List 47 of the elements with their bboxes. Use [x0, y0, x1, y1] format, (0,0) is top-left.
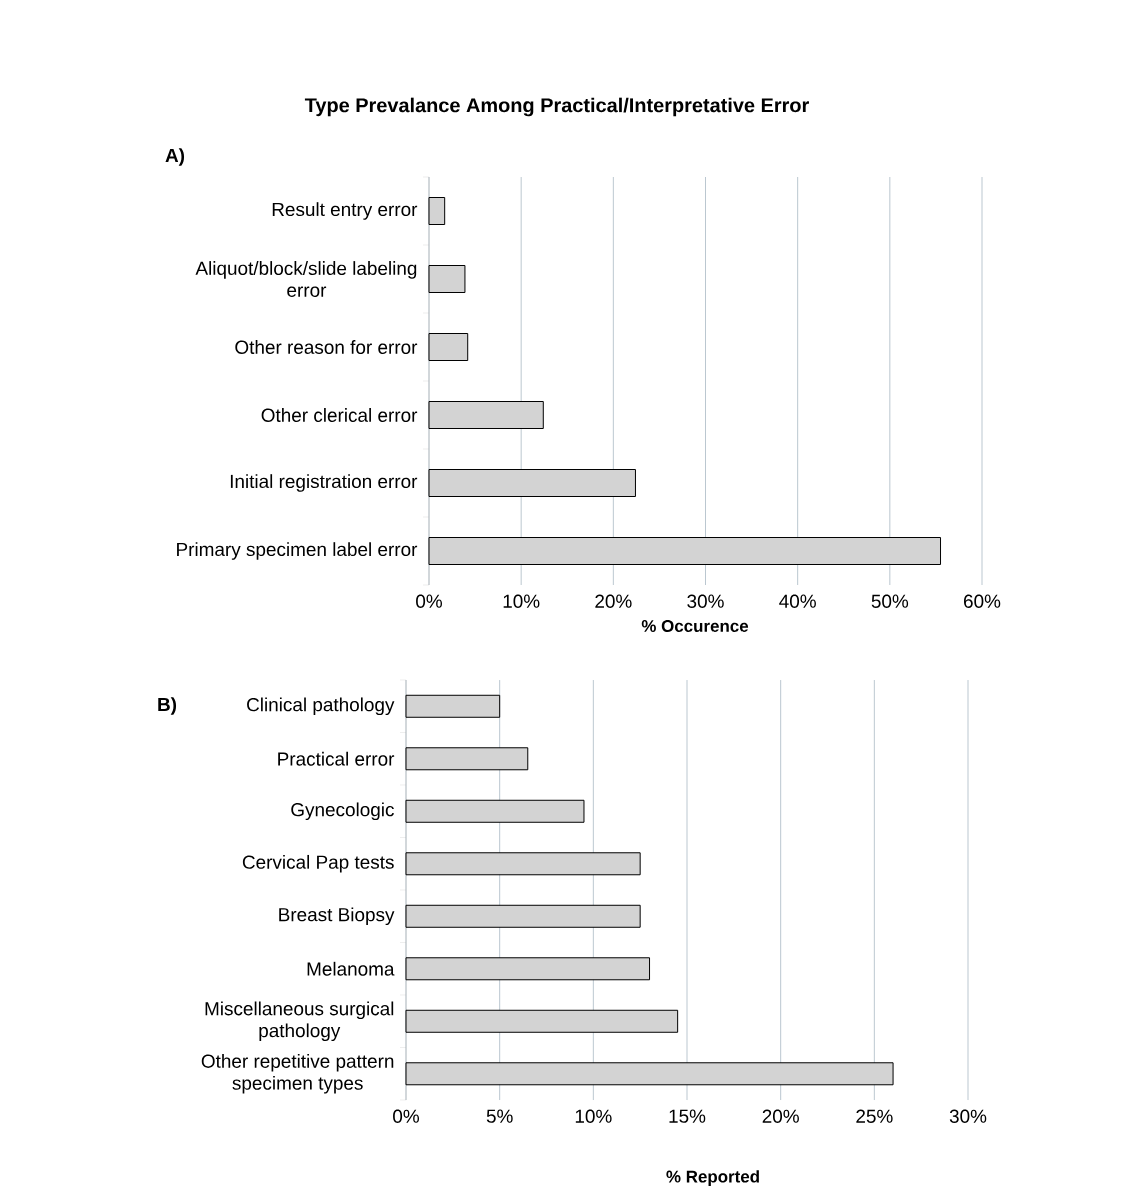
y-tick-label: Cervical Pap tests — [242, 854, 394, 873]
chart-title: Type Prevalance Among Practical/Interpretative Error — [304, 97, 809, 117]
x-tick-label: 10% — [503, 594, 540, 608]
text: B) — [158, 697, 177, 715]
y-tick-label: Clinical pathology — [247, 697, 395, 716]
y-tick-label: Aliquot/block/slide labeling error — [195, 261, 417, 297]
bar — [405, 799, 585, 823]
x-axis-title: % Reported — [666, 1170, 759, 1186]
bar — [405, 957, 651, 981]
y-tick-label: Melanoma — [307, 961, 395, 976]
bar — [428, 197, 446, 226]
bar — [405, 852, 641, 876]
x-axis-title: % Occurence — [641, 620, 749, 633]
x-tick-label: 30% — [687, 594, 724, 608]
y-tick-label: Breast Biopsy — [279, 907, 395, 926]
x-tick-label: 0% — [416, 594, 442, 608]
x-tick-label: 20% — [762, 1109, 799, 1123]
x-tick-label: 15% — [669, 1109, 706, 1123]
y-tick-label: Miscellaneous surgical pathology — [205, 1001, 394, 1042]
bar — [405, 1062, 894, 1086]
y-tick-label: Other clerical error — [261, 408, 418, 422]
x-tick-label: 60% — [964, 594, 1001, 608]
y-tick-label: Gynecologic — [291, 802, 394, 821]
bar — [405, 694, 501, 718]
x-tick-label: 30% — [949, 1109, 987, 1123]
bar — [428, 469, 636, 498]
bar — [405, 904, 641, 928]
x-tick-label: 10% — [575, 1109, 612, 1123]
y-tick-label: Practical error — [278, 751, 395, 766]
y-tick-label: Initial registration error — [230, 474, 418, 492]
x-tick-label: 20% — [595, 594, 632, 608]
x-tick-label: 0% — [393, 1109, 419, 1123]
x-tick-label: 50% — [871, 594, 909, 608]
bar — [428, 265, 466, 294]
text: A) — [165, 148, 185, 166]
bar — [428, 537, 942, 566]
y-tick-label: Other repetitive pattern specimen types — [201, 1053, 394, 1094]
x-tick-label: 25% — [856, 1109, 893, 1123]
bar — [428, 401, 544, 430]
bar — [405, 1009, 679, 1033]
x-tick-label: 5% — [486, 1109, 513, 1123]
x-tick-label: 40% — [779, 594, 816, 608]
y-tick-label: Primary specimen label error — [177, 542, 418, 560]
y-tick-label: Other reason for error — [235, 340, 418, 354]
bar — [405, 747, 529, 771]
bar — [428, 333, 469, 362]
y-tick-label: Result entry error — [272, 202, 418, 220]
